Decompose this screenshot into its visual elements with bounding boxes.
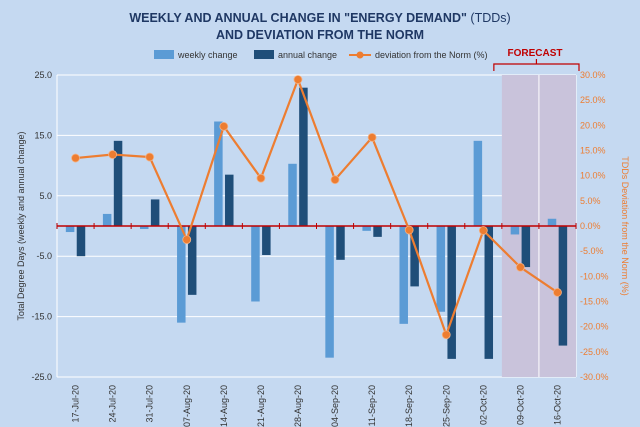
legend-label-weekly: weekly change <box>177 50 238 60</box>
deviation-marker <box>330 175 340 185</box>
bar-layer <box>65 87 568 359</box>
grid-layer <box>56 74 577 378</box>
x-tick-label: 17-Jul-20 <box>71 385 81 423</box>
chart-title-main: WEEKLY AND ANNUAL CHANGE IN "ENERGY DEMA… <box>129 11 467 25</box>
annual-bar <box>336 226 345 260</box>
y2-tick-label: 15.0% <box>580 146 606 156</box>
x-tick-label: 18-Sep-20 <box>404 385 414 427</box>
x-tick-label: 25-Sep-20 <box>441 385 451 427</box>
deviation-marker <box>219 121 229 131</box>
y-tick-label: 25.0 <box>34 70 52 80</box>
weekly-bar <box>177 226 186 323</box>
weekly-bar <box>325 226 334 358</box>
y2-tick-label: -10.0% <box>580 271 609 281</box>
y2-tick-label: -20.0% <box>580 322 609 332</box>
weekly-bar <box>288 163 297 226</box>
chart-title-line1: WEEKLY AND ANNUAL CHANGE IN "ENERGY DEMA… <box>129 11 510 25</box>
weekly-bar <box>436 226 446 312</box>
deviation-line <box>75 76 559 339</box>
x-tick-label: 14-Aug-20 <box>219 385 229 427</box>
deviation-marker <box>515 262 525 272</box>
deviation-marker <box>182 235 192 244</box>
annual-bar <box>299 87 308 227</box>
annual-bar <box>373 226 382 237</box>
y2-tick-label: 10.0% <box>580 171 606 181</box>
annual-bar <box>187 226 197 295</box>
x-tick-label: 02-Oct-20 <box>478 385 488 425</box>
deviation-marker <box>293 75 303 84</box>
weekly-bar <box>65 226 75 233</box>
legend-marker-deviation <box>356 51 364 59</box>
annual-bar <box>76 226 86 257</box>
legend-layer: weekly change annual change deviation from… <box>154 50 488 60</box>
weekly-bar <box>362 226 371 231</box>
deviation-marker <box>478 226 488 235</box>
deviation-marker <box>108 150 118 159</box>
tick-layer: 25.0 15.0 5.0 -5.0 -15.0 -25.0 30.0% 25.0% 20.0%… <box>31 70 608 427</box>
deviation-marker <box>404 225 414 235</box>
weekly-bar <box>139 226 149 230</box>
chart-title-unit: (TDDs) <box>470 11 510 25</box>
x-tick-label: 28-Aug-20 <box>293 385 303 427</box>
deviation-marker <box>145 152 155 162</box>
y-tick-label: -5.0 <box>36 251 52 261</box>
x-tick-label: 24-Jul-20 <box>108 385 118 423</box>
annual-bar <box>113 140 123 226</box>
line-layer <box>71 75 562 340</box>
zero-layer <box>56 223 577 229</box>
annual-bar <box>410 226 419 287</box>
weekly-bar <box>214 121 223 226</box>
annual-bar <box>521 226 531 268</box>
y2-tick-label: -25.0% <box>580 347 609 357</box>
legend-label-annual: annual change <box>278 50 337 60</box>
y2-tick-label: -15.0% <box>580 297 609 307</box>
y2-tick-label: -30.0% <box>580 372 609 382</box>
x-tick-label: 07-Aug-20 <box>182 385 192 427</box>
y2-axis-label: TDDs Deviation from the Norm (%) <box>620 156 630 296</box>
annual-bar <box>225 174 234 226</box>
x-tick-label: 16-Oct-20 <box>552 385 562 425</box>
annual-bar <box>262 226 271 255</box>
forecast-bracket <box>493 63 580 71</box>
legend-swatch-annual <box>254 50 274 59</box>
deviation-marker <box>441 330 451 340</box>
weekly-bar <box>399 226 408 324</box>
y2-tick-label: 0.0% <box>580 221 601 231</box>
deviation-marker <box>367 133 377 142</box>
y2-tick-label: 25.0% <box>580 95 606 105</box>
x-tick-label: 11-Sep-20 <box>367 385 377 426</box>
y-axis-label: Total Degree Days (weekly and annual cha… <box>16 131 26 320</box>
y2-tick-label: 30.0% <box>580 70 606 80</box>
deviation-marker <box>256 173 266 183</box>
y-tick-label: 15.0 <box>34 130 52 140</box>
legend-swatch-weekly <box>154 50 174 59</box>
chart-title-line2: AND DEVIATION FROM THE NORM <box>216 28 424 42</box>
annual-bar <box>447 226 456 359</box>
y-tick-label: 5.0 <box>39 191 52 201</box>
deviation-marker <box>71 153 80 163</box>
x-tick-label: 31-Jul-20 <box>145 385 155 423</box>
weekly-bar <box>102 213 112 226</box>
legend-label-deviation: deviation from the Norm (%) <box>375 50 488 60</box>
weekly-bar <box>510 226 520 235</box>
y-tick-label: -25.0 <box>31 372 52 382</box>
annual-bar <box>150 199 160 226</box>
y2-tick-label: 5.0% <box>580 196 601 206</box>
y-tick-label: -15.0 <box>31 312 52 322</box>
y2-tick-label: -5.0% <box>580 246 604 256</box>
weekly-bar <box>251 226 260 302</box>
x-tick-label: 09-Oct-20 <box>515 385 525 425</box>
deviation-marker <box>553 288 562 297</box>
y2-tick-label: 20.0% <box>580 120 606 130</box>
x-tick-label: 21-Aug-20 <box>256 385 266 427</box>
forecast-label: FORECAST <box>508 48 563 59</box>
annual-bar <box>558 226 568 346</box>
weekly-bar <box>473 140 483 226</box>
annual-bar <box>484 226 494 359</box>
weekly-bar <box>547 218 557 226</box>
x-tick-label: 04-Sep-20 <box>330 385 340 427</box>
